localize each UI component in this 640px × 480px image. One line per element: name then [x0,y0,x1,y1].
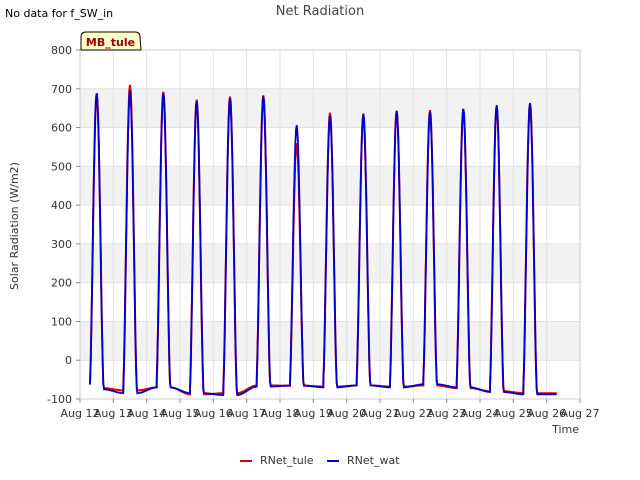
y-tick-label: 800 [51,44,72,57]
x-tick-label: Aug 26 [527,407,566,420]
y-tick-label: 600 [51,122,72,135]
background-band [80,166,580,206]
x-tick-label: Aug 19 [294,407,333,420]
legend: RNet_tule RNet_wat [240,454,400,467]
y-axis-label: Solar Radiation (W/m2) [8,162,21,290]
y-tick-label: 500 [51,160,72,173]
plot-frame [79,49,581,400]
series-lines [89,84,557,396]
x-tick-label: Aug 12 [61,407,100,420]
background-band [80,243,580,283]
y-tick-label: 200 [51,277,72,290]
legend-label-rnet-tule: RNet_tule [260,454,314,467]
site-badge-label: MB_tule [86,36,135,49]
y-tick-label: 400 [51,199,72,212]
legend-label-rnet-wat: RNet_wat [347,454,400,467]
y-tick-label: 0 [65,354,72,367]
x-tick-label: Aug 24 [461,407,500,420]
plot-background-bands [80,88,580,361]
site-badge-shape [80,31,142,51]
site-badge: MB_tule [80,31,142,51]
y-tick-label: -100 [47,393,72,406]
background-band [80,321,580,361]
x-tick-label: Aug 17 [227,407,266,420]
x-tick-label: Aug 14 [127,407,166,420]
x-tick-label: Aug 23 [427,407,466,420]
x-tick-label: Aug 18 [261,407,300,420]
x-axis-label: Time [551,423,579,436]
y-tick-label: 100 [51,315,72,328]
chart-title: Net Radiation [276,4,364,19]
series-line-rnet-wat [89,90,557,396]
x-tick-label: Aug 16 [194,407,233,420]
x-tick-label: Aug 13 [94,407,133,420]
x-tick-label: Aug 20 [327,407,366,420]
x-tick-label: Aug 25 [494,407,533,420]
y-tick-label: 300 [51,238,72,251]
x-tick-label: Aug 22 [394,407,433,420]
x-tick-label: Aug 21 [361,407,400,420]
no-data-note: No data for f_SW_in [5,7,114,20]
y-tick-label: 700 [51,83,72,96]
x-tick-label: Aug 15 [161,407,200,420]
y-tick-labels: -100 0 100 200 300 400 500 600 700 800 [47,44,80,406]
x-tick-label: Aug 27 [561,407,600,420]
